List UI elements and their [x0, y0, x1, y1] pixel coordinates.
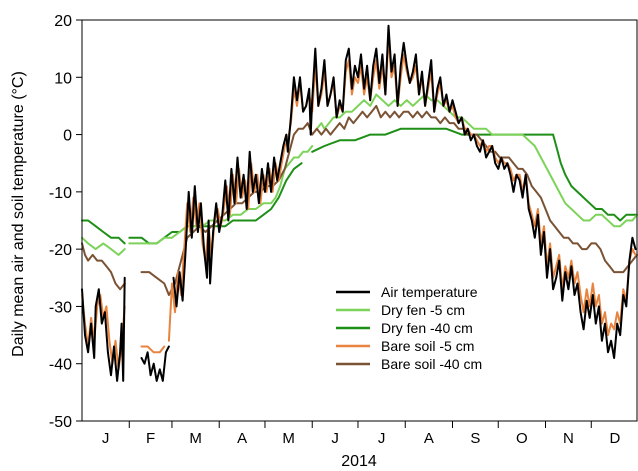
legend-label: Bare soil -5 cm — [381, 338, 474, 354]
series-line — [128, 145, 314, 245]
x-tick-label: A — [237, 430, 247, 447]
y-tick-label: -40 — [49, 357, 72, 374]
series-line — [81, 242, 126, 291]
y-axis-label: Daily mean air and soil temperature (°C) — [10, 71, 27, 357]
x-tick-label: A — [424, 430, 434, 447]
series-line — [311, 127, 638, 222]
y-tick-label: -20 — [49, 242, 72, 259]
x-tick-label: F — [146, 430, 155, 447]
x-tick-label: M — [189, 430, 202, 447]
x-tick-label: M — [282, 430, 295, 447]
legend-label: Dry fen -40 cm — [381, 320, 473, 336]
series-line — [81, 236, 126, 256]
x-tick-label: D — [609, 430, 620, 447]
series-line — [81, 219, 126, 245]
y-tick-label: -30 — [49, 299, 72, 316]
series-line — [315, 93, 638, 228]
series-line — [81, 276, 126, 382]
y-tick-label: -50 — [49, 414, 72, 431]
series-line — [172, 24, 637, 359]
y-tick-label: 0 — [63, 128, 72, 145]
x-tick-label: S — [470, 430, 480, 447]
legend-label: Air temperature — [381, 284, 478, 300]
x-tick-label: J — [102, 430, 110, 447]
series-line — [140, 345, 170, 382]
series-line — [81, 294, 126, 371]
x-tick-label: J — [378, 430, 386, 447]
y-axis: -50 -40 -30 -20 -10 0 10 20 — [49, 13, 82, 431]
y-tick-label: 10 — [54, 70, 72, 87]
y-tick-label: -10 — [49, 185, 72, 202]
x-axis-label: 2014 — [341, 453, 377, 470]
x-tick-label: N — [563, 430, 574, 447]
y-tick-label: 20 — [54, 13, 72, 30]
legend-label: Bare soil -40 cm — [381, 356, 482, 372]
legend-label: Dry fen -5 cm — [381, 302, 465, 318]
series-line — [140, 345, 166, 354]
x-tick-label: O — [516, 430, 528, 447]
series-lines — [81, 24, 638, 382]
plot-frame — [81, 19, 638, 422]
x-tick-label: J — [331, 430, 339, 447]
legend: Air temperature Dry fen -5 cm Dry fen -40 … — [336, 284, 482, 372]
